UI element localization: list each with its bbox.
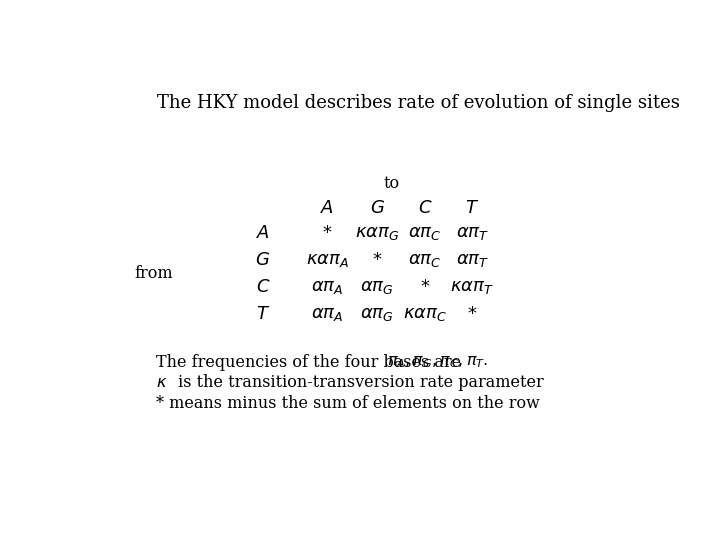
Text: $\alpha\pi_T$: $\alpha\pi_T$ bbox=[456, 224, 489, 242]
Text: $\mathit{C}$: $\mathit{C}$ bbox=[418, 199, 432, 217]
Text: *: * bbox=[420, 278, 429, 296]
Text: $\mathit{T}$: $\mathit{T}$ bbox=[465, 199, 480, 217]
Text: from: from bbox=[135, 266, 174, 282]
Text: $\alpha\pi_G$: $\alpha\pi_G$ bbox=[361, 278, 395, 296]
Text: to: to bbox=[383, 175, 400, 192]
Text: $\mathit{A}$: $\mathit{A}$ bbox=[256, 224, 270, 242]
Text: is the transition-transversion rate parameter: is the transition-transversion rate para… bbox=[173, 374, 544, 392]
Text: $\alpha\pi_T$: $\alpha\pi_T$ bbox=[456, 251, 489, 269]
Text: $\mathit{T}$: $\mathit{T}$ bbox=[256, 305, 270, 323]
Text: *: * bbox=[323, 224, 332, 242]
Text: $\alpha\pi_A$: $\alpha\pi_A$ bbox=[311, 278, 343, 296]
Text: $\pi_A, \pi_G, \pi_C, \pi_T.$: $\pi_A, \pi_G, \pi_C, \pi_T.$ bbox=[387, 354, 489, 370]
Text: $\alpha\pi_A$: $\alpha\pi_A$ bbox=[311, 305, 343, 323]
Text: $\alpha\pi_C$: $\alpha\pi_C$ bbox=[408, 251, 441, 269]
Text: The HKY model describes rate of evolution of single sites: The HKY model describes rate of evolutio… bbox=[157, 94, 680, 112]
Text: *: * bbox=[373, 251, 382, 269]
Text: $\alpha\pi_C$: $\alpha\pi_C$ bbox=[408, 224, 441, 242]
Text: $\alpha\pi_G$: $\alpha\pi_G$ bbox=[361, 305, 395, 323]
Text: The frequencies of the four bases are: The frequencies of the four bases are bbox=[156, 354, 466, 370]
Text: $\mathit{G}$: $\mathit{G}$ bbox=[256, 251, 271, 269]
Text: $\kappa\alpha\pi_A$: $\kappa\alpha\pi_A$ bbox=[305, 251, 348, 269]
Text: $\kappa$: $\kappa$ bbox=[156, 375, 167, 390]
Text: $\kappa\alpha\pi_C$: $\kappa\alpha\pi_C$ bbox=[402, 305, 447, 323]
Text: *: * bbox=[468, 305, 477, 323]
Text: * means minus the sum of elements on the row: * means minus the sum of elements on the… bbox=[156, 395, 540, 412]
Text: $\mathit{C}$: $\mathit{C}$ bbox=[256, 278, 270, 296]
Text: $\kappa\alpha\pi_G$: $\kappa\alpha\pi_G$ bbox=[355, 224, 400, 242]
Text: $\mathit{G}$: $\mathit{G}$ bbox=[370, 199, 385, 217]
Text: $\kappa\alpha\pi_T$: $\kappa\alpha\pi_T$ bbox=[450, 278, 494, 296]
Text: $\mathit{A}$: $\mathit{A}$ bbox=[320, 199, 334, 217]
